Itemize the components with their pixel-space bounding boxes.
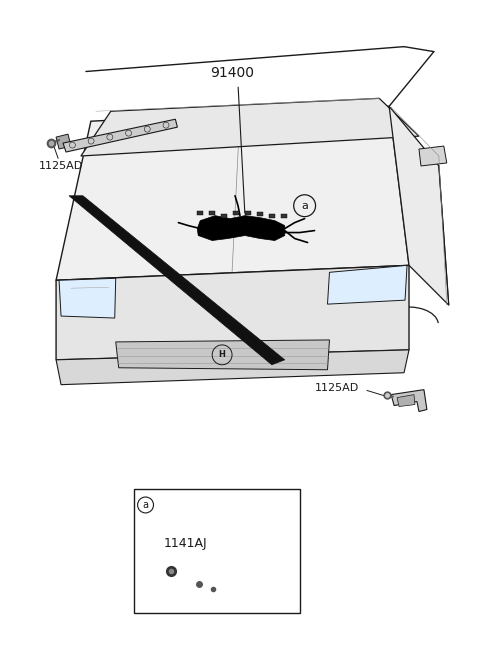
Polygon shape	[327, 265, 407, 304]
Text: 1125AD: 1125AD	[39, 161, 83, 171]
Text: 1141AJ: 1141AJ	[164, 537, 207, 550]
Bar	[233, 212, 239, 215]
Text: a: a	[301, 200, 308, 211]
Polygon shape	[56, 350, 409, 384]
Bar	[257, 214, 263, 217]
Polygon shape	[63, 119, 178, 152]
Bar	[209, 215, 215, 219]
Polygon shape	[397, 394, 415, 407]
Polygon shape	[56, 134, 71, 149]
Text: a: a	[143, 500, 148, 510]
Polygon shape	[116, 340, 329, 370]
Polygon shape	[197, 215, 285, 240]
Polygon shape	[59, 278, 116, 318]
Text: 91400: 91400	[210, 66, 254, 81]
Bar	[221, 212, 227, 216]
Polygon shape	[389, 106, 449, 305]
Text: H: H	[219, 350, 226, 360]
Polygon shape	[69, 196, 285, 365]
Bar	[281, 213, 287, 217]
Polygon shape	[391, 390, 427, 411]
Bar	[269, 212, 275, 216]
Bar	[133, 489, 300, 613]
Polygon shape	[56, 265, 409, 360]
Polygon shape	[419, 146, 447, 166]
Bar	[245, 214, 251, 217]
Polygon shape	[56, 106, 409, 280]
Bar	[197, 213, 203, 217]
Text: 1125AD: 1125AD	[315, 383, 360, 392]
Polygon shape	[81, 98, 419, 156]
